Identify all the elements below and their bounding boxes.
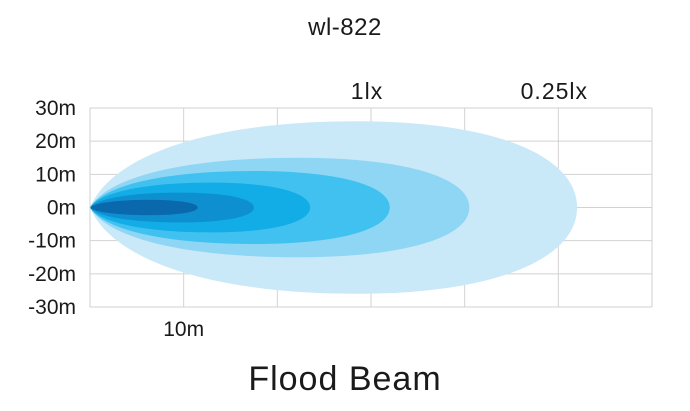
lux-annotations: 1lx 0.25lx xyxy=(351,78,588,104)
y-tick-label-5: -20m xyxy=(28,263,76,286)
x-tick-label-0: 10m xyxy=(163,318,204,341)
y-axis-ticks: 30m 20m 10m 0m -10m -20m -30m xyxy=(28,97,76,319)
lux-label-0: 1lx xyxy=(351,78,383,104)
beam-contour-5 xyxy=(90,199,198,216)
chart-title: wl-822 xyxy=(308,14,382,41)
x-axis-ticks: 10m xyxy=(163,318,204,341)
y-tick-label-0: 30m xyxy=(35,97,76,120)
y-tick-label-3: 0m xyxy=(47,197,76,220)
y-tick-label-1: 20m xyxy=(35,130,76,153)
lux-label-1: 0.25lx xyxy=(521,78,588,104)
chart-subtitle: Flood Beam xyxy=(248,360,442,398)
y-tick-label-6: -30m xyxy=(28,296,76,319)
y-tick-label-4: -10m xyxy=(28,230,76,253)
beam-contours xyxy=(90,121,578,294)
y-tick-label-2: 10m xyxy=(35,163,76,186)
